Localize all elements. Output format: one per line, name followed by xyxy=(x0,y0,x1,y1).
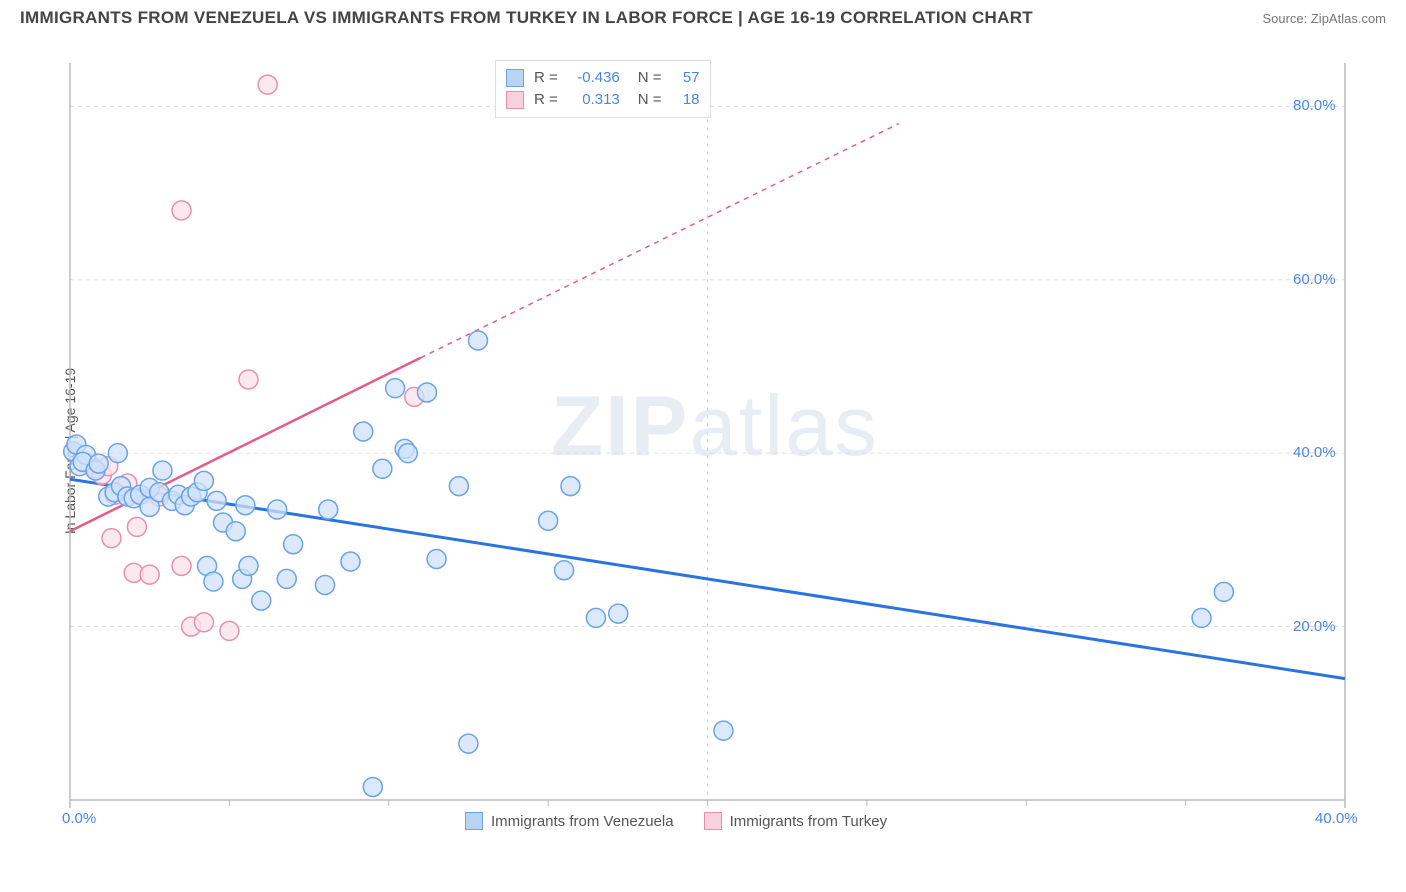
scatter-chart xyxy=(55,55,1375,830)
r-value-turkey: 0.313 xyxy=(568,89,620,111)
r-label: R = xyxy=(534,67,558,89)
correlation-legend: R = -0.436 N = 57 R = 0.313 N = 18 xyxy=(495,60,711,118)
n-value-turkey: 18 xyxy=(672,89,700,111)
n-value-venezuela: 57 xyxy=(672,67,700,89)
legend-item-venezuela: Immigrants from Venezuela xyxy=(465,812,674,830)
y-tick-label: 60.0% xyxy=(1293,271,1336,288)
chart-container: In Labor Force | Age 16-19 ZIPatlas R = … xyxy=(55,55,1375,830)
swatch-venezuela xyxy=(465,812,483,830)
chart-title: IMMIGRANTS FROM VENEZUELA VS IMMIGRANTS … xyxy=(20,8,1033,28)
r-value-venezuela: -0.436 xyxy=(568,67,620,89)
legend-label-venezuela: Immigrants from Venezuela xyxy=(491,813,674,830)
swatch-turkey xyxy=(506,91,524,109)
swatch-venezuela xyxy=(506,69,524,87)
n-label: N = xyxy=(638,89,662,111)
r-label: R = xyxy=(534,89,558,111)
correlation-row-turkey: R = 0.313 N = 18 xyxy=(506,89,700,111)
source-attribution: Source: ZipAtlas.com xyxy=(1262,11,1386,26)
x-tick-label: 0.0% xyxy=(62,810,96,827)
y-tick-label: 20.0% xyxy=(1293,618,1336,635)
swatch-turkey xyxy=(704,812,722,830)
legend-item-turkey: Immigrants from Turkey xyxy=(704,812,888,830)
x-tick-label: 40.0% xyxy=(1315,810,1358,827)
legend-label-turkey: Immigrants from Turkey xyxy=(730,813,888,830)
y-tick-label: 80.0% xyxy=(1293,97,1336,114)
y-tick-label: 40.0% xyxy=(1293,444,1336,461)
n-label: N = xyxy=(638,67,662,89)
bottom-legend: Immigrants from Venezuela Immigrants fro… xyxy=(465,812,887,830)
correlation-row-venezuela: R = -0.436 N = 57 xyxy=(506,67,700,89)
